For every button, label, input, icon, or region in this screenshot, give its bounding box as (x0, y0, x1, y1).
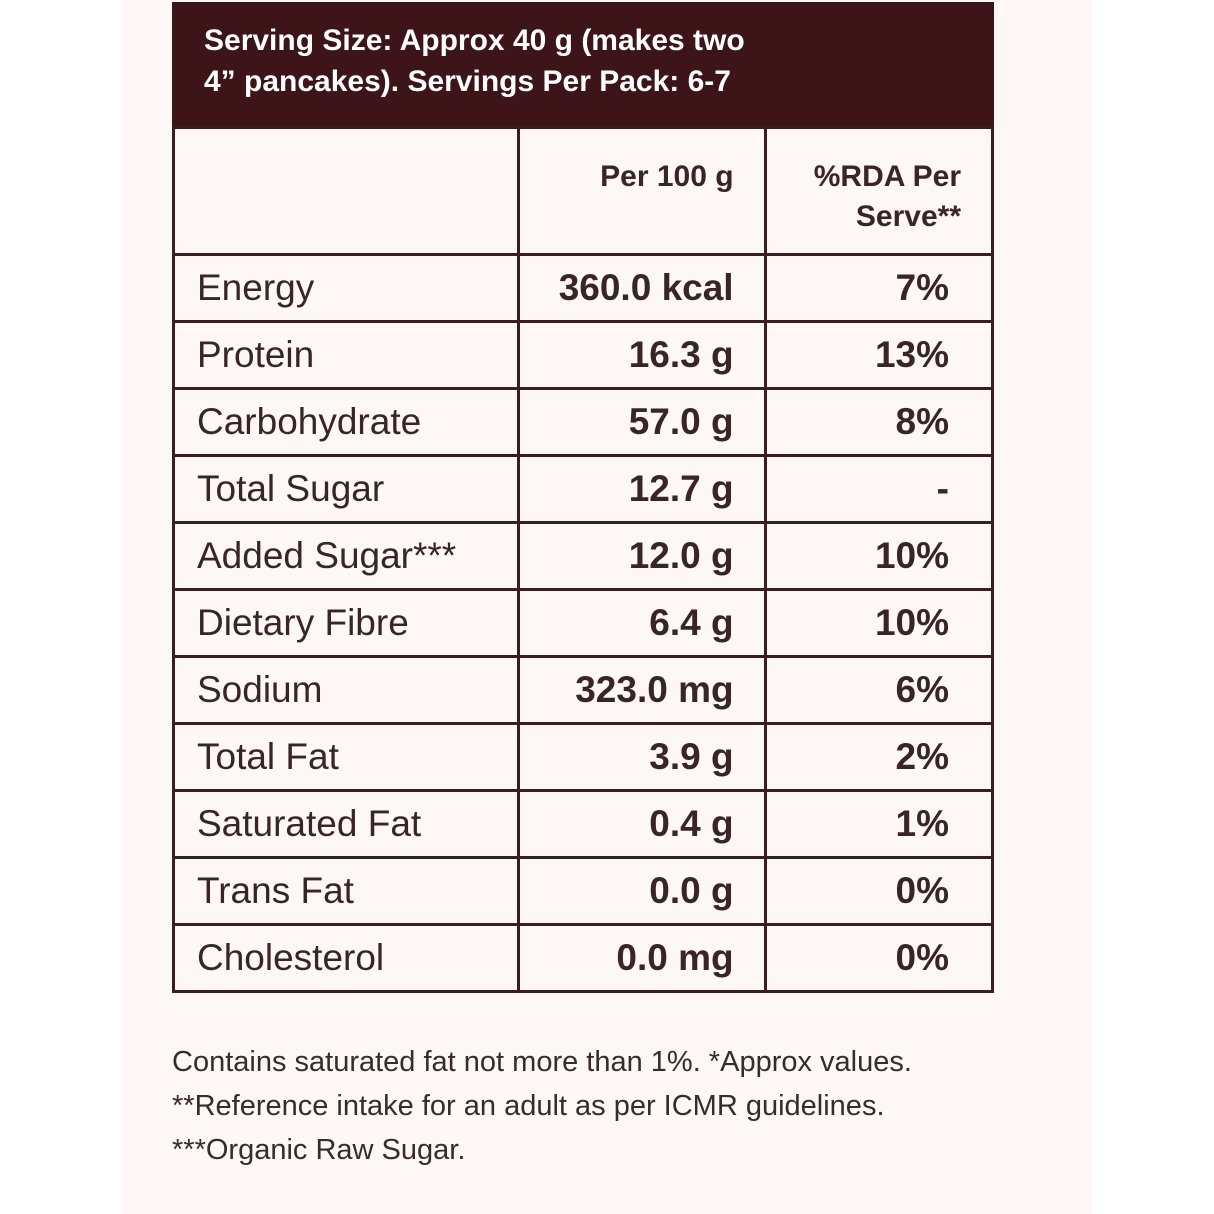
table-row: Carbohydrate 57.0 g 8% (171, 387, 995, 457)
table-row: Energy 360.0 kcal 7% (171, 253, 995, 323)
per-100g-value: 57.0 g (517, 387, 767, 457)
per-100g-value: 16.3 g (517, 320, 767, 390)
rda-value: 13% (763, 320, 995, 390)
rda-value: 6% (763, 655, 995, 725)
table-header-row: Per 100 g %RDA Per Serve** (171, 126, 995, 256)
rda-value: 8% (763, 387, 995, 457)
per-100g-value: 360.0 kcal (517, 253, 767, 323)
per-100g-value: 12.0 g (517, 521, 767, 591)
table-row: Cholesterol 0.0 mg 0% (171, 923, 995, 993)
column-header-per-100g: Per 100 g (517, 126, 767, 256)
serving-size-line-1: Serving Size: Approx 40 g (makes two (204, 24, 745, 57)
rda-value: 7% (763, 253, 995, 323)
nutrient-name: Total Sugar (171, 454, 521, 524)
per-100g-label: Per 100 g (600, 160, 734, 193)
nutrient-name: Trans Fat (171, 856, 521, 926)
rda-label: %RDA Per Serve** (767, 129, 991, 237)
rda-value: - (763, 454, 995, 524)
table-row: Dietary Fibre 6.4 g 10% (171, 588, 995, 658)
nutrient-name: Saturated Fat (171, 789, 521, 859)
nutrient-name: Carbohydrate (171, 387, 521, 457)
table-row: Saturated Fat 0.4 g 1% (171, 789, 995, 859)
nutrient-name: Energy (171, 253, 521, 323)
rda-label-line-2: Serve** (855, 200, 961, 233)
table-body: Energy 360.0 kcal 7% Protein 16.3 g 13% … (171, 253, 995, 993)
rda-value: 2% (763, 722, 995, 792)
rda-value: 1% (763, 789, 995, 859)
nutrient-name: Dietary Fibre (171, 588, 521, 658)
nutrient-name: Sodium (171, 655, 521, 725)
table-row: Sodium 323.0 mg 6% (171, 655, 995, 725)
table-row: Protein 16.3 g 13% (171, 320, 995, 390)
rda-value: 10% (763, 521, 995, 591)
nutrient-name: Protein (171, 320, 521, 390)
per-100g-value: 0.4 g (517, 789, 767, 859)
serving-size-line-2: 4” pancakes). Servings Per Pack: 6-7 (204, 65, 731, 98)
per-100g-value: 323.0 mg (517, 655, 767, 725)
footnote-organic-sugar: ***Organic Raw Sugar. (172, 1134, 466, 1166)
column-header-rda: %RDA Per Serve** (763, 126, 995, 256)
column-header-nutrient (171, 126, 521, 256)
nutrient-name: Total Fat (171, 722, 521, 792)
per-100g-value: 3.9 g (517, 722, 767, 792)
rda-value: 0% (763, 923, 995, 993)
per-100g-value: 0.0 g (517, 856, 767, 926)
nutrient-name: Added Sugar*** (171, 521, 521, 591)
per-100g-value: 12.7 g (517, 454, 767, 524)
per-100g-value: 6.4 g (517, 588, 767, 658)
rda-value: 0% (763, 856, 995, 926)
footnote-saturated-fat: Contains saturated fat not more than 1%.… (172, 1046, 912, 1078)
nutrition-label: Serving Size: Approx 40 g (makes two 4” … (171, 2, 995, 993)
table-row: Trans Fat 0.0 g 0% (171, 856, 995, 926)
per-100g-value: 0.0 mg (517, 923, 767, 993)
table-header: Per 100 g %RDA Per Serve** (171, 126, 995, 256)
serving-size-header: Serving Size: Approx 40 g (makes two 4” … (172, 2, 994, 126)
rda-label-line-1: %RDA Per (813, 160, 961, 193)
rda-value: 10% (763, 588, 995, 658)
footnotes: Contains saturated fat not more than 1%.… (172, 1040, 1052, 1172)
nutrient-name: Cholesterol (171, 923, 521, 993)
footnote-reference-intake: **Reference intake for an adult as per I… (172, 1090, 885, 1122)
table-row: Total Fat 3.9 g 2% (171, 722, 995, 792)
table-row: Added Sugar*** 12.0 g 10% (171, 521, 995, 591)
table-row: Total Sugar 12.7 g - (171, 454, 995, 524)
nutrition-table: Per 100 g %RDA Per Serve** Energy 360.0 … (171, 126, 995, 993)
